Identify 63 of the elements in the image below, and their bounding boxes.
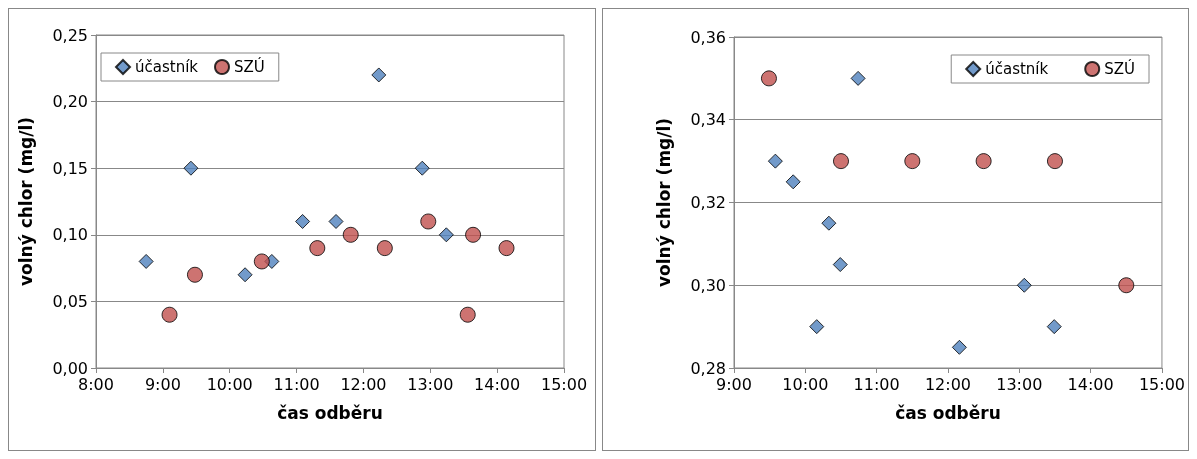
x-tick-label: 14:00 — [474, 374, 521, 394]
point — [1016, 277, 1032, 293]
y-tick-label: 0,30 — [690, 275, 726, 295]
point — [821, 215, 837, 231]
point — [809, 319, 825, 335]
point — [161, 306, 178, 323]
point — [975, 153, 992, 170]
point — [785, 174, 801, 190]
y-tick-label: 0,15 — [52, 158, 88, 178]
point — [420, 213, 437, 230]
legend-label: účastník — [135, 58, 199, 76]
point — [414, 160, 430, 176]
y-tick-label: 0,10 — [52, 225, 88, 245]
point — [833, 153, 849, 170]
point — [832, 257, 848, 273]
point — [186, 266, 203, 283]
point — [498, 240, 515, 257]
legend-label: SZÚ — [234, 57, 265, 76]
point — [459, 306, 476, 323]
x-axis-title: čas odběru — [277, 402, 383, 423]
point — [465, 226, 482, 243]
point — [295, 213, 311, 229]
x-tick-label: 10:00 — [782, 374, 829, 394]
y-tick-label: 0,34 — [690, 110, 726, 130]
point — [767, 153, 783, 169]
x-tick-label: 13:00 — [407, 374, 454, 394]
point — [371, 67, 387, 83]
x-tick-label: 10:00 — [206, 374, 253, 394]
point — [342, 226, 359, 243]
point — [438, 227, 454, 243]
x-tick-label: 15:00 — [540, 374, 588, 394]
point — [1046, 319, 1062, 335]
x-tick-label: 11:00 — [273, 374, 320, 394]
x-tick-label: 14:00 — [1067, 374, 1114, 394]
x-tick-label: 9:00 — [144, 374, 181, 394]
point — [253, 253, 270, 270]
point — [138, 253, 154, 269]
x-tick-label: 15:00 — [1138, 374, 1185, 394]
x-tick-label: 11:00 — [853, 374, 900, 394]
point — [760, 70, 777, 87]
x-tick-label: 12:00 — [924, 374, 972, 394]
y-tick-label: 0,05 — [52, 291, 88, 311]
x-tick-label: 13:00 — [996, 374, 1043, 394]
point — [376, 240, 393, 257]
point — [328, 213, 344, 229]
point — [183, 160, 199, 176]
legend-label: SZÚ — [1104, 59, 1135, 78]
point — [850, 70, 866, 86]
point — [1118, 277, 1135, 294]
point — [1046, 153, 1063, 170]
y-tick-label: 0,20 — [52, 92, 88, 112]
x-tick-label: 12:00 — [340, 374, 387, 394]
x-axis-title: čas odběru — [895, 402, 1001, 423]
point — [309, 240, 326, 257]
y-axis-title: volný chlor (mg/l) — [653, 117, 674, 288]
y-tick-label: 0,36 — [690, 27, 726, 47]
y-tick-label: 0,32 — [690, 193, 726, 212]
point — [951, 339, 967, 355]
point — [904, 153, 921, 170]
legend-label: účastník — [985, 60, 1049, 78]
y-axis-title: volný chlor (mg/l) — [15, 116, 36, 287]
point — [237, 267, 253, 283]
y-tick-label: 0,25 — [52, 25, 88, 45]
